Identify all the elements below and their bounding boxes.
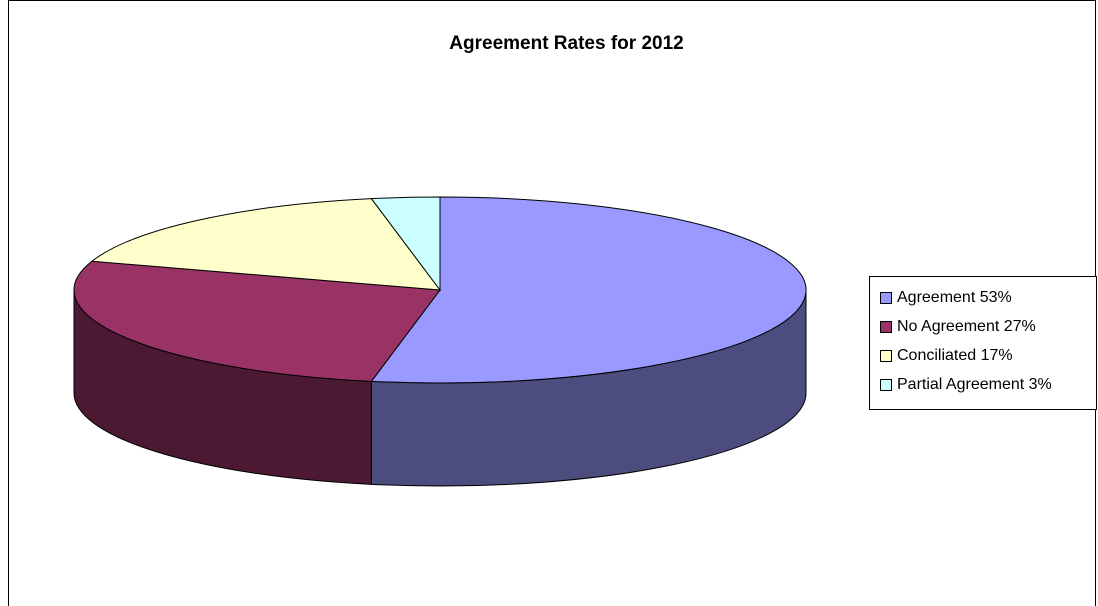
legend-item: Partial Agreement 3% [880, 370, 1088, 399]
legend-label: Agreement 53% [897, 288, 1012, 306]
chart-legend: Agreement 53% No Agreement 27% Conciliat… [869, 276, 1097, 410]
legend-label: Partial Agreement 3% [897, 375, 1052, 393]
legend-swatch [880, 320, 892, 333]
legend-swatch [880, 378, 892, 391]
legend-item: No Agreement 27% [880, 312, 1088, 341]
legend-item: Conciliated 17% [880, 341, 1088, 370]
pie-slice-2 [90, 198, 442, 291]
legend-swatch [880, 291, 892, 304]
legend-label: No Agreement 27% [897, 317, 1036, 335]
chart-title: Agreement Rates for 2012 [449, 33, 684, 54]
pie-slice-0 [370, 196, 807, 384]
legend-item: Agreement 53% [880, 283, 1088, 312]
pie-slice-3 [370, 196, 441, 292]
pie-slice-1 [73, 260, 441, 382]
legend-swatch [880, 349, 892, 362]
legend-label: Conciliated 17% [897, 346, 1013, 364]
